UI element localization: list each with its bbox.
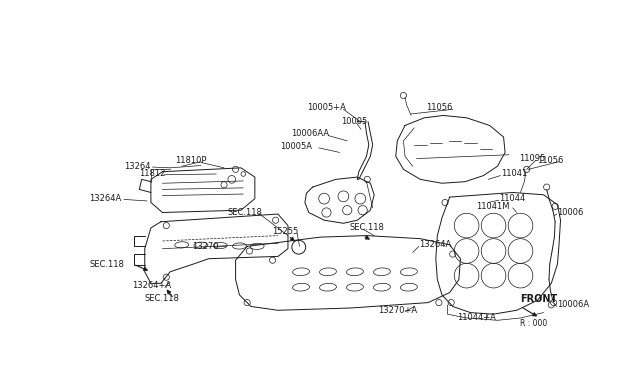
Text: FRONT: FRONT — [520, 294, 557, 304]
Text: 11812: 11812 — [140, 170, 166, 179]
Text: 11044: 11044 — [499, 194, 525, 203]
Text: 15255: 15255 — [273, 227, 299, 236]
Text: 13264A: 13264A — [419, 240, 451, 249]
Text: 13264: 13264 — [124, 162, 150, 171]
Text: SEC.118: SEC.118 — [90, 260, 124, 269]
Text: 10005A: 10005A — [280, 142, 312, 151]
Text: 10005+A: 10005+A — [307, 103, 346, 112]
Text: 10006AA: 10006AA — [291, 129, 329, 138]
Text: 13264+A: 13264+A — [132, 281, 171, 290]
Text: 11095: 11095 — [519, 154, 545, 163]
Text: SEC.118: SEC.118 — [349, 224, 385, 232]
Text: 11056: 11056 — [427, 103, 453, 112]
Text: 11041M: 11041M — [476, 202, 509, 211]
Text: SEC.118: SEC.118 — [228, 208, 263, 217]
Text: 13270: 13270 — [192, 242, 218, 251]
Text: R : 000: R : 000 — [520, 319, 548, 328]
Text: 11044+A: 11044+A — [458, 314, 496, 323]
Text: 10006A: 10006A — [557, 301, 589, 310]
Text: 13264A: 13264A — [90, 194, 122, 203]
Text: SEC.118: SEC.118 — [145, 294, 180, 303]
Text: 10006: 10006 — [557, 208, 584, 217]
Text: 11056: 11056 — [538, 155, 564, 165]
Text: 11041: 11041 — [501, 170, 527, 179]
Text: 13270+A: 13270+A — [378, 306, 417, 315]
Text: 10005: 10005 — [341, 117, 367, 126]
Text: 11810P: 11810P — [175, 155, 207, 165]
